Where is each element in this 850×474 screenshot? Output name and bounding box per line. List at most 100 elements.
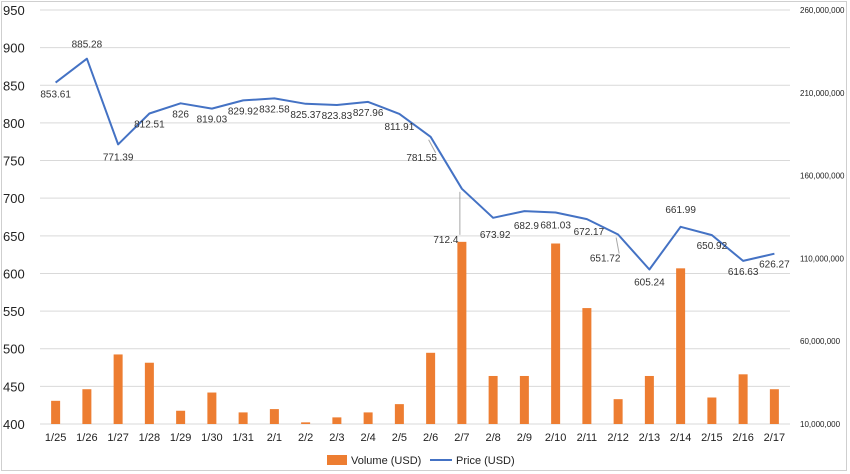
left-tick-label: 950 [3,3,25,18]
volume-bar [613,399,623,424]
right-tick-label: 260,000,000 [800,6,845,15]
price-data-label: 825.37 [290,110,321,121]
volume-bar [332,417,342,424]
right-tick-label: 160,000,000 [800,172,845,181]
x-tick-label: 2/13 [639,432,660,444]
legend-swatch-volume [327,455,347,465]
volume-bar [426,352,436,424]
volume-bar [394,404,404,424]
right-tick-label: 10,000,000 [800,420,841,429]
x-tick-label: 2/5 [392,432,407,444]
x-tick-label: 2/9 [517,432,532,444]
label-leader-line [428,139,437,154]
price-data-label: 672.17 [574,227,605,238]
left-tick-label: 550 [3,304,25,319]
price-data-label: 605.24 [634,278,665,289]
price-data-label: 626.27 [759,260,790,271]
price-line [54,57,775,271]
x-tick-label: 2/4 [360,432,375,444]
legend: Volume (USD) Price (USD) [327,455,515,467]
volume-bar [269,409,279,424]
volume-bar [519,375,529,424]
volume-bars [51,241,779,424]
volume-bar [551,243,561,424]
left-tick-label: 850 [3,78,25,93]
price-data-label: 829.92 [228,106,259,117]
volume-bar [113,354,123,424]
price-data-label: 819.03 [197,115,228,126]
right-tick-label: 60,000,000 [800,337,841,346]
legend-label-volume: Volume (USD) [351,455,421,467]
x-tick-label: 1/30 [201,432,222,444]
right-tick-label: 210,000,000 [800,89,845,98]
price-data-label: 712.4 [433,235,458,246]
x-tick-label: 2/3 [329,432,344,444]
volume-bar [207,392,217,424]
price-data-label: 827.96 [353,108,384,119]
volume-bar [488,375,498,424]
price-data-label: 885.28 [72,40,103,51]
x-tick-label: 2/2 [298,432,313,444]
x-tick-label: 2/7 [454,432,469,444]
x-tick-label: 2/11 [577,432,598,444]
x-tick-label: 2/16 [732,432,753,444]
x-tick-label: 2/15 [701,432,722,444]
left-tick-label: 900 [3,41,25,56]
price-data-label: 616.63 [728,267,759,278]
x-tick-label: 2/17 [764,432,785,444]
price-data-label: 651.72 [590,254,621,265]
label-leader-lines [428,139,620,254]
price-data-label: 811.91 [384,122,414,133]
price-data-label: 812.51 [134,119,165,130]
x-tick-label: 2/12 [607,432,628,444]
volume-bar [707,397,717,424]
x-tick-label: 2/14 [670,432,691,444]
volume-bar [144,362,154,424]
volume-bar [82,389,92,424]
right-tick-label: 110,000,000 [800,254,844,263]
price-data-label: 781.55 [406,153,437,164]
price-data-label: 853.61 [40,90,71,101]
label-leader-line [615,237,620,254]
price-data-label: 681.03 [540,220,571,231]
left-tick-label: 450 [3,379,25,394]
price-data-label: 823.83 [322,111,353,122]
left-tick-label: 600 [3,266,25,281]
volume-bar [51,400,61,424]
left-tick-label: 700 [3,191,25,206]
x-tick-label: 2/10 [545,432,566,444]
left-axis-ticks: 400 450 500 550 600 650 700 750 800 850 900 950 [3,3,25,432]
price-data-label: 650.92 [697,241,728,252]
x-axis-ticks: 1/25 1/26 1/27 1/28 1/29 1/30 1/31 2/1 2/2 2/3 2/4… [45,432,785,444]
x-tick-label: 1/27 [107,432,128,444]
left-tick-label: 750 [3,154,25,169]
x-tick-label: 1/31 [232,432,253,444]
volume-bar [457,241,467,424]
x-tick-label: 2/1 [267,432,282,444]
volume-bar [582,308,592,424]
volume-bar [644,375,654,424]
left-tick-label: 400 [3,417,25,432]
price-data-label: 682.9 [514,221,539,232]
volume-bar [176,410,186,424]
left-tick-label: 800 [3,116,25,131]
gridlines [40,9,790,425]
legend-label-price: Price (USD) [456,455,515,467]
x-tick-label: 1/26 [76,432,97,444]
x-tick-label: 2/6 [423,432,438,444]
price-data-label: 826 [172,109,189,120]
volume-bar [769,389,779,424]
volume-bar [363,412,373,424]
price-data-label: 661.99 [665,205,696,216]
price-data-label: 771.39 [103,152,134,163]
price-data-label: 832.58 [259,104,290,115]
left-tick-label: 500 [3,342,25,357]
volume-bar [676,268,686,424]
x-tick-label: 1/25 [45,432,66,444]
volume-bar [238,412,248,424]
volume-bar [738,374,748,424]
volume-bar [301,422,311,424]
price-series-line [54,57,775,271]
